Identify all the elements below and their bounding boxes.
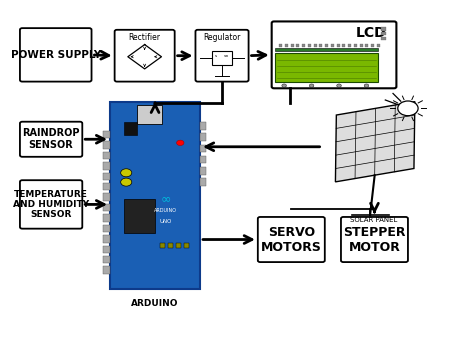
Bar <box>291 43 293 47</box>
Bar <box>360 43 363 47</box>
Text: Rectifier: Rectifier <box>128 33 161 42</box>
Polygon shape <box>336 102 415 182</box>
Bar <box>319 43 322 47</box>
Bar <box>382 27 386 31</box>
Bar <box>200 156 206 163</box>
Bar <box>102 131 110 138</box>
FancyBboxPatch shape <box>341 217 408 262</box>
FancyBboxPatch shape <box>115 30 175 82</box>
Text: UNO: UNO <box>160 219 172 224</box>
Bar <box>184 243 189 248</box>
Circle shape <box>121 169 132 177</box>
Bar <box>102 193 110 201</box>
Bar <box>308 43 311 47</box>
Bar <box>331 43 334 47</box>
Bar <box>200 133 206 141</box>
Circle shape <box>121 178 132 186</box>
Bar <box>342 43 345 47</box>
FancyBboxPatch shape <box>272 22 396 88</box>
Circle shape <box>282 84 286 87</box>
Bar <box>200 145 206 152</box>
Bar <box>365 43 368 47</box>
Bar <box>200 122 206 130</box>
Bar <box>102 204 110 211</box>
Bar <box>102 266 110 274</box>
Bar <box>200 178 206 186</box>
Bar <box>354 43 357 47</box>
Bar <box>348 43 351 47</box>
FancyBboxPatch shape <box>20 122 82 157</box>
Bar <box>212 51 232 65</box>
Bar <box>102 152 110 159</box>
Bar <box>325 43 328 47</box>
Circle shape <box>177 140 184 146</box>
Text: ∞: ∞ <box>161 192 171 206</box>
Bar <box>102 256 110 264</box>
FancyBboxPatch shape <box>20 28 91 82</box>
Bar <box>137 105 162 124</box>
Text: s: s <box>215 54 217 58</box>
Bar <box>102 246 110 253</box>
FancyBboxPatch shape <box>195 30 248 82</box>
Bar <box>176 243 181 248</box>
FancyBboxPatch shape <box>20 180 82 229</box>
Bar <box>102 162 110 170</box>
Bar <box>102 183 110 190</box>
Bar <box>124 122 137 135</box>
Bar <box>296 43 299 47</box>
Text: LCD: LCD <box>356 27 386 40</box>
Bar <box>168 243 173 248</box>
Bar <box>337 43 339 47</box>
Text: ARDUINO: ARDUINO <box>131 299 179 308</box>
Bar <box>302 43 305 47</box>
Bar <box>382 37 386 40</box>
Text: TEMPERATURE
AND HUMIDITY
SENSOR: TEMPERATURE AND HUMIDITY SENSOR <box>13 189 89 219</box>
Bar <box>124 199 155 233</box>
Circle shape <box>364 84 369 87</box>
Text: POWER SUPPLY: POWER SUPPLY <box>10 50 101 60</box>
Bar <box>371 43 374 47</box>
Bar <box>279 43 282 47</box>
Circle shape <box>398 101 418 116</box>
Text: RAINDROP
SENSOR: RAINDROP SENSOR <box>22 128 80 150</box>
Text: vo: vo <box>224 54 228 58</box>
Bar <box>285 43 288 47</box>
Text: SOLAR PANEL: SOLAR PANEL <box>350 217 397 223</box>
Bar <box>314 43 317 47</box>
Bar <box>200 167 206 175</box>
Text: SERVO
MOTORS: SERVO MOTORS <box>261 225 322 253</box>
Bar <box>102 214 110 222</box>
Circle shape <box>309 84 314 87</box>
Bar <box>160 243 165 248</box>
Bar <box>102 235 110 243</box>
Bar <box>102 225 110 232</box>
FancyBboxPatch shape <box>258 217 325 262</box>
Bar <box>382 32 386 35</box>
Bar <box>110 102 200 289</box>
Text: Regulator: Regulator <box>203 33 241 42</box>
Text: STEPPER
MOTOR: STEPPER MOTOR <box>343 225 406 253</box>
Bar <box>275 48 378 51</box>
Circle shape <box>337 84 341 87</box>
Bar <box>377 43 380 47</box>
Bar <box>102 173 110 180</box>
Bar <box>275 53 378 82</box>
Text: ARDUINO: ARDUINO <box>155 208 177 213</box>
Bar <box>102 141 110 149</box>
